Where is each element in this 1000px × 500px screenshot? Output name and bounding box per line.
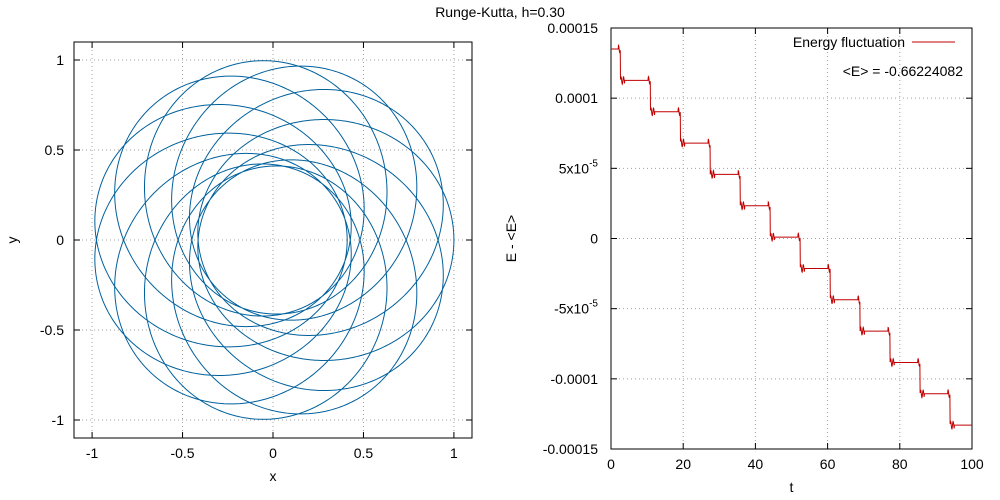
y-tick-label: 0 [590,231,598,247]
y-tick-label: 1 [56,52,64,68]
y-tick-label: -1 [52,412,65,428]
x-tick-label: 40 [748,456,764,472]
x-tick-label: 100 [960,456,984,472]
x-tick-label: 0.5 [354,445,374,461]
y-tick-label: -0.5 [40,322,64,338]
energy-annotation: <E> = -0.66224082 [843,63,963,79]
x-tick-label: 80 [892,456,908,472]
y-tick-label: -0.00015 [543,441,598,457]
y-tick-label: 0.0001 [555,90,598,106]
energy-plot: 0 20 40 60 80 100 0.00015 0.0001 5x10-5 0 -5x10-5 -… [503,20,984,495]
orbit-plot: -1 -0.5 0 0.5 1 -1 -0.5 0 0.5 1 x y [4,41,473,484]
plot-frame [610,27,973,450]
x-tick-label: -1 [86,445,99,461]
page-title: Runge-Kutta, h=0.30 [435,4,565,20]
x-tick-label: 0 [269,445,277,461]
x-tick-label: 20 [675,456,691,472]
x-axis-label: t [790,479,794,495]
x-tick-label: 60 [820,456,836,472]
y-tick-label: 0 [56,232,64,248]
x-axis-label: x [270,468,277,484]
orbit-line [94,60,455,420]
y-axis-label: E - <E> [503,215,519,262]
y-tick-label: 5x10-5 [559,158,599,176]
x-tick-label: 0 [607,456,615,472]
y-tick-label: 0.00015 [547,20,598,36]
x-tick-label: -0.5 [170,445,194,461]
plot-frame [73,41,473,439]
y-tick-label: -0.0001 [551,371,599,387]
energy-line [611,43,972,431]
legend-label: Energy fluctuation [793,34,905,50]
y-tick-label: -5x10-5 [554,299,598,317]
y-axis-label: y [4,237,20,244]
y-tick-label: 0.5 [45,142,65,158]
x-tick-label: 1 [450,445,458,461]
